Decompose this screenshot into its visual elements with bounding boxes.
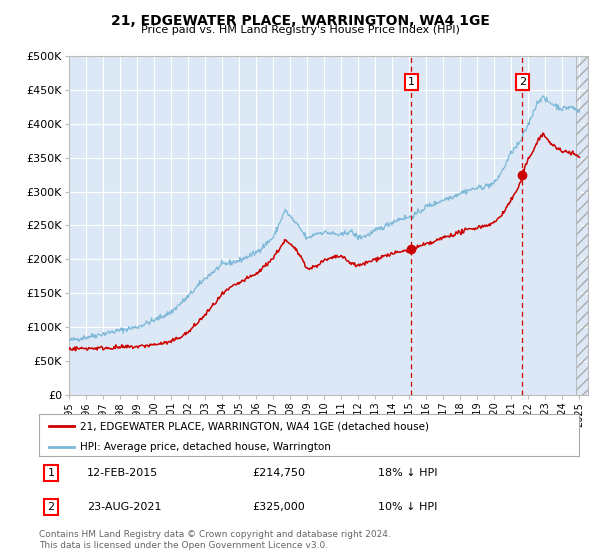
Text: 10% ↓ HPI: 10% ↓ HPI xyxy=(378,502,437,512)
Text: 1: 1 xyxy=(47,468,55,478)
Text: HPI: Average price, detached house, Warrington: HPI: Average price, detached house, Warr… xyxy=(79,442,331,452)
Text: 12-FEB-2015: 12-FEB-2015 xyxy=(87,468,158,478)
Text: 23-AUG-2021: 23-AUG-2021 xyxy=(87,502,161,512)
Text: 18% ↓ HPI: 18% ↓ HPI xyxy=(378,468,437,478)
Text: Contains HM Land Registry data © Crown copyright and database right 2024.
This d: Contains HM Land Registry data © Crown c… xyxy=(39,530,391,550)
Text: 2: 2 xyxy=(47,502,55,512)
Text: 21, EDGEWATER PLACE, WARRINGTON, WA4 1GE: 21, EDGEWATER PLACE, WARRINGTON, WA4 1GE xyxy=(110,14,490,28)
Text: 2: 2 xyxy=(519,77,526,87)
Text: Price paid vs. HM Land Registry's House Price Index (HPI): Price paid vs. HM Land Registry's House … xyxy=(140,25,460,35)
Text: £325,000: £325,000 xyxy=(252,502,305,512)
Text: £214,750: £214,750 xyxy=(252,468,305,478)
Text: 1: 1 xyxy=(408,77,415,87)
Text: 21, EDGEWATER PLACE, WARRINGTON, WA4 1GE (detached house): 21, EDGEWATER PLACE, WARRINGTON, WA4 1GE… xyxy=(79,421,428,431)
